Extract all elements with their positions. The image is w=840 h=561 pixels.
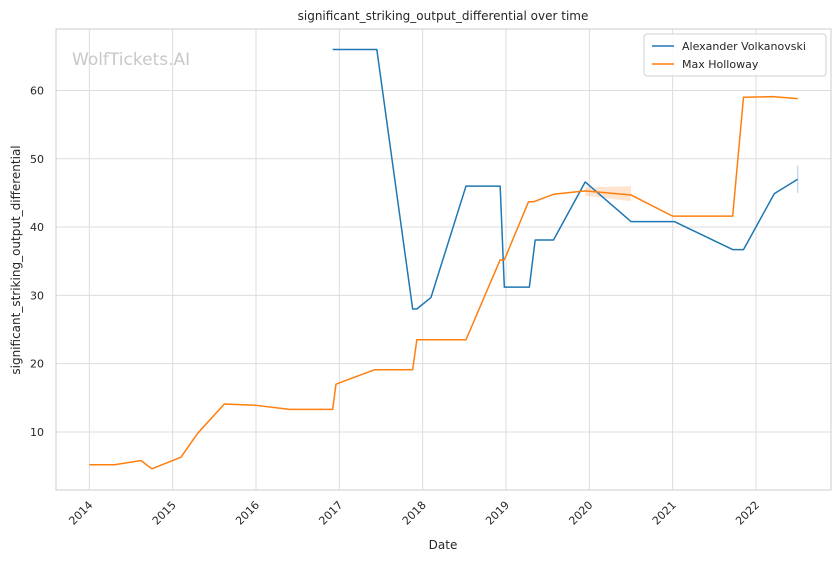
x-tick-label: 2016 bbox=[233, 499, 262, 528]
x-axis-label: Date bbox=[429, 538, 458, 552]
y-tick-label: 10 bbox=[30, 426, 44, 439]
legend-box bbox=[643, 33, 827, 77]
x-tick-label: 2021 bbox=[650, 499, 679, 528]
y-tick-label: 40 bbox=[30, 221, 44, 234]
watermark: WolfTickets.AI bbox=[72, 50, 190, 70]
y-axis-ticks: 10 20 30 40 50 60 bbox=[30, 84, 44, 438]
y-tick-label: 60 bbox=[30, 84, 44, 97]
confidence-bands bbox=[585, 165, 799, 202]
y-tick-label: 50 bbox=[30, 153, 44, 166]
chart-title: significant_striking_output_differential… bbox=[298, 9, 589, 23]
x-tick-label: 2017 bbox=[316, 499, 345, 528]
x-tick-label: 2015 bbox=[150, 499, 179, 528]
series-lines bbox=[89, 48, 799, 470]
x-tick-label: 2022 bbox=[733, 499, 762, 528]
plot-frame bbox=[55, 28, 832, 491]
grid bbox=[56, 29, 831, 490]
y-tick-label: 20 bbox=[30, 358, 44, 371]
y-axis-label: significant_striking_output_differential bbox=[9, 145, 23, 374]
legend-label: Max Holloway bbox=[682, 58, 759, 71]
series-line-2 bbox=[89, 95, 798, 470]
x-axis-ticks: 2014 2015 2016 2017 2018 2019 2020 2021 2022 bbox=[66, 499, 762, 528]
legend-label: Alexander Volkanovski bbox=[682, 40, 806, 53]
legend: Alexander Volkanovski Max Holloway bbox=[643, 33, 827, 77]
y-tick-label: 30 bbox=[30, 289, 44, 302]
x-tick-label: 2014 bbox=[66, 499, 95, 528]
series-line-1 bbox=[332, 48, 799, 310]
x-tick-label: 2020 bbox=[566, 499, 595, 528]
x-tick-label: 2018 bbox=[400, 499, 429, 528]
x-tick-label: 2019 bbox=[483, 499, 512, 528]
